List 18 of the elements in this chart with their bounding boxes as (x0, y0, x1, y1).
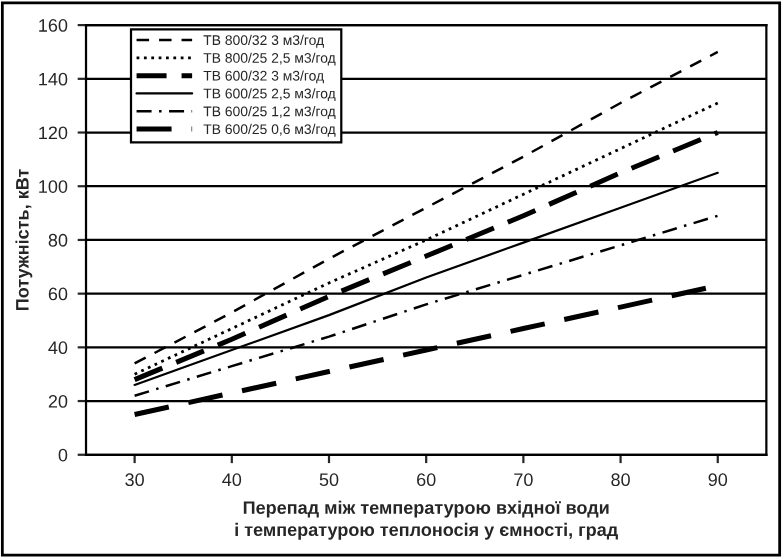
y-axis-title: Потужність, кВт (15, 169, 33, 310)
y-tick-label: 140 (39, 72, 68, 86)
x-tick-label: 70 (514, 473, 533, 487)
y-tick-label: 80 (48, 233, 68, 247)
x-axis-title: Перепад між температурою вхідної води і температурою теплоносія у ємності, град (235, 500, 618, 540)
y-tick-label: 60 (48, 287, 68, 301)
y-tick-label: 100 (39, 180, 68, 193)
x-tick-label: 40 (222, 473, 242, 487)
x-tick-label: 50 (319, 473, 339, 487)
y-tick-label: 160 (39, 19, 68, 32)
y-tick-label: 0 (58, 448, 68, 462)
x-tick-label: 30 (125, 473, 144, 487)
x-tick-label: 60 (417, 473, 436, 487)
x-tick-label: 90 (708, 473, 728, 487)
x-tick-label: 80 (611, 473, 630, 487)
y-tick-label: 120 (39, 126, 68, 140)
y-tick-label: 20 (48, 395, 68, 408)
y-tick-label: 40 (48, 341, 68, 355)
